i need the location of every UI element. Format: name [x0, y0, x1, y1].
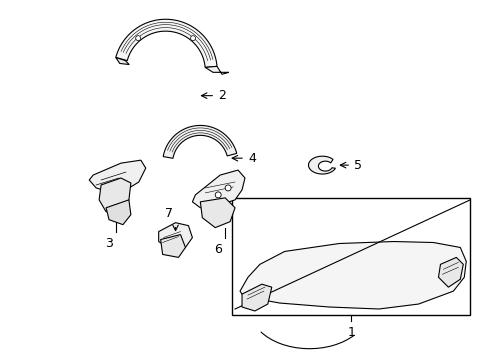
Circle shape	[224, 185, 231, 191]
Text: 1: 1	[346, 326, 354, 339]
Polygon shape	[116, 19, 217, 67]
Polygon shape	[161, 235, 185, 257]
Text: 4: 4	[247, 152, 255, 165]
Text: 5: 5	[353, 159, 362, 172]
Text: 2: 2	[218, 89, 225, 102]
Text: 6: 6	[214, 243, 222, 256]
Bar	[232, 198, 469, 315]
Polygon shape	[163, 125, 236, 158]
Polygon shape	[200, 198, 235, 228]
Polygon shape	[240, 242, 466, 309]
Polygon shape	[106, 200, 131, 225]
Polygon shape	[438, 257, 462, 287]
Polygon shape	[89, 160, 145, 192]
Polygon shape	[242, 284, 271, 311]
Polygon shape	[116, 58, 129, 64]
Polygon shape	[308, 156, 335, 174]
Circle shape	[215, 192, 221, 198]
Polygon shape	[192, 170, 244, 208]
Polygon shape	[99, 178, 131, 212]
Text: 3: 3	[105, 237, 113, 249]
Polygon shape	[205, 66, 228, 74]
Text: 7: 7	[164, 207, 172, 220]
Circle shape	[190, 36, 195, 41]
Circle shape	[136, 36, 141, 41]
Polygon shape	[158, 223, 192, 249]
